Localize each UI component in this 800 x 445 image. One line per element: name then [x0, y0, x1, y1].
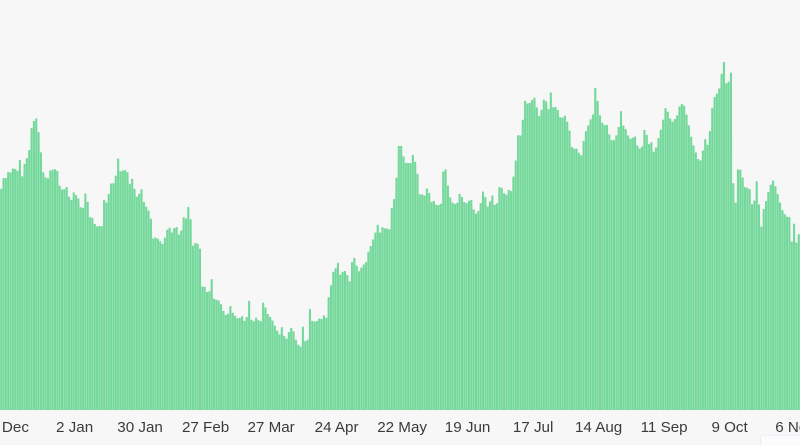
- svg-text:19 Jun: 19 Jun: [445, 419, 491, 436]
- svg-text:11 Sep: 11 Sep: [641, 419, 688, 436]
- svg-text:6 Nov: 6 Nov: [775, 419, 800, 436]
- svg-text:9 Oct: 9 Oct: [711, 419, 748, 436]
- svg-text:5 Dec: 5 Dec: [0, 419, 29, 436]
- svg-text:2 Jan: 2 Jan: [56, 419, 93, 436]
- svg-text:27 Feb: 27 Feb: [182, 419, 229, 436]
- svg-text:24 Apr: 24 Apr: [315, 419, 359, 436]
- svg-text:14 Aug: 14 Aug: [575, 419, 622, 436]
- svg-text:17 Jul: 17 Jul: [513, 419, 554, 436]
- svg-text:30 Jan: 30 Jan: [117, 419, 163, 436]
- svg-text:22 May: 22 May: [377, 419, 427, 436]
- svg-text:27 Mar: 27 Mar: [247, 419, 294, 436]
